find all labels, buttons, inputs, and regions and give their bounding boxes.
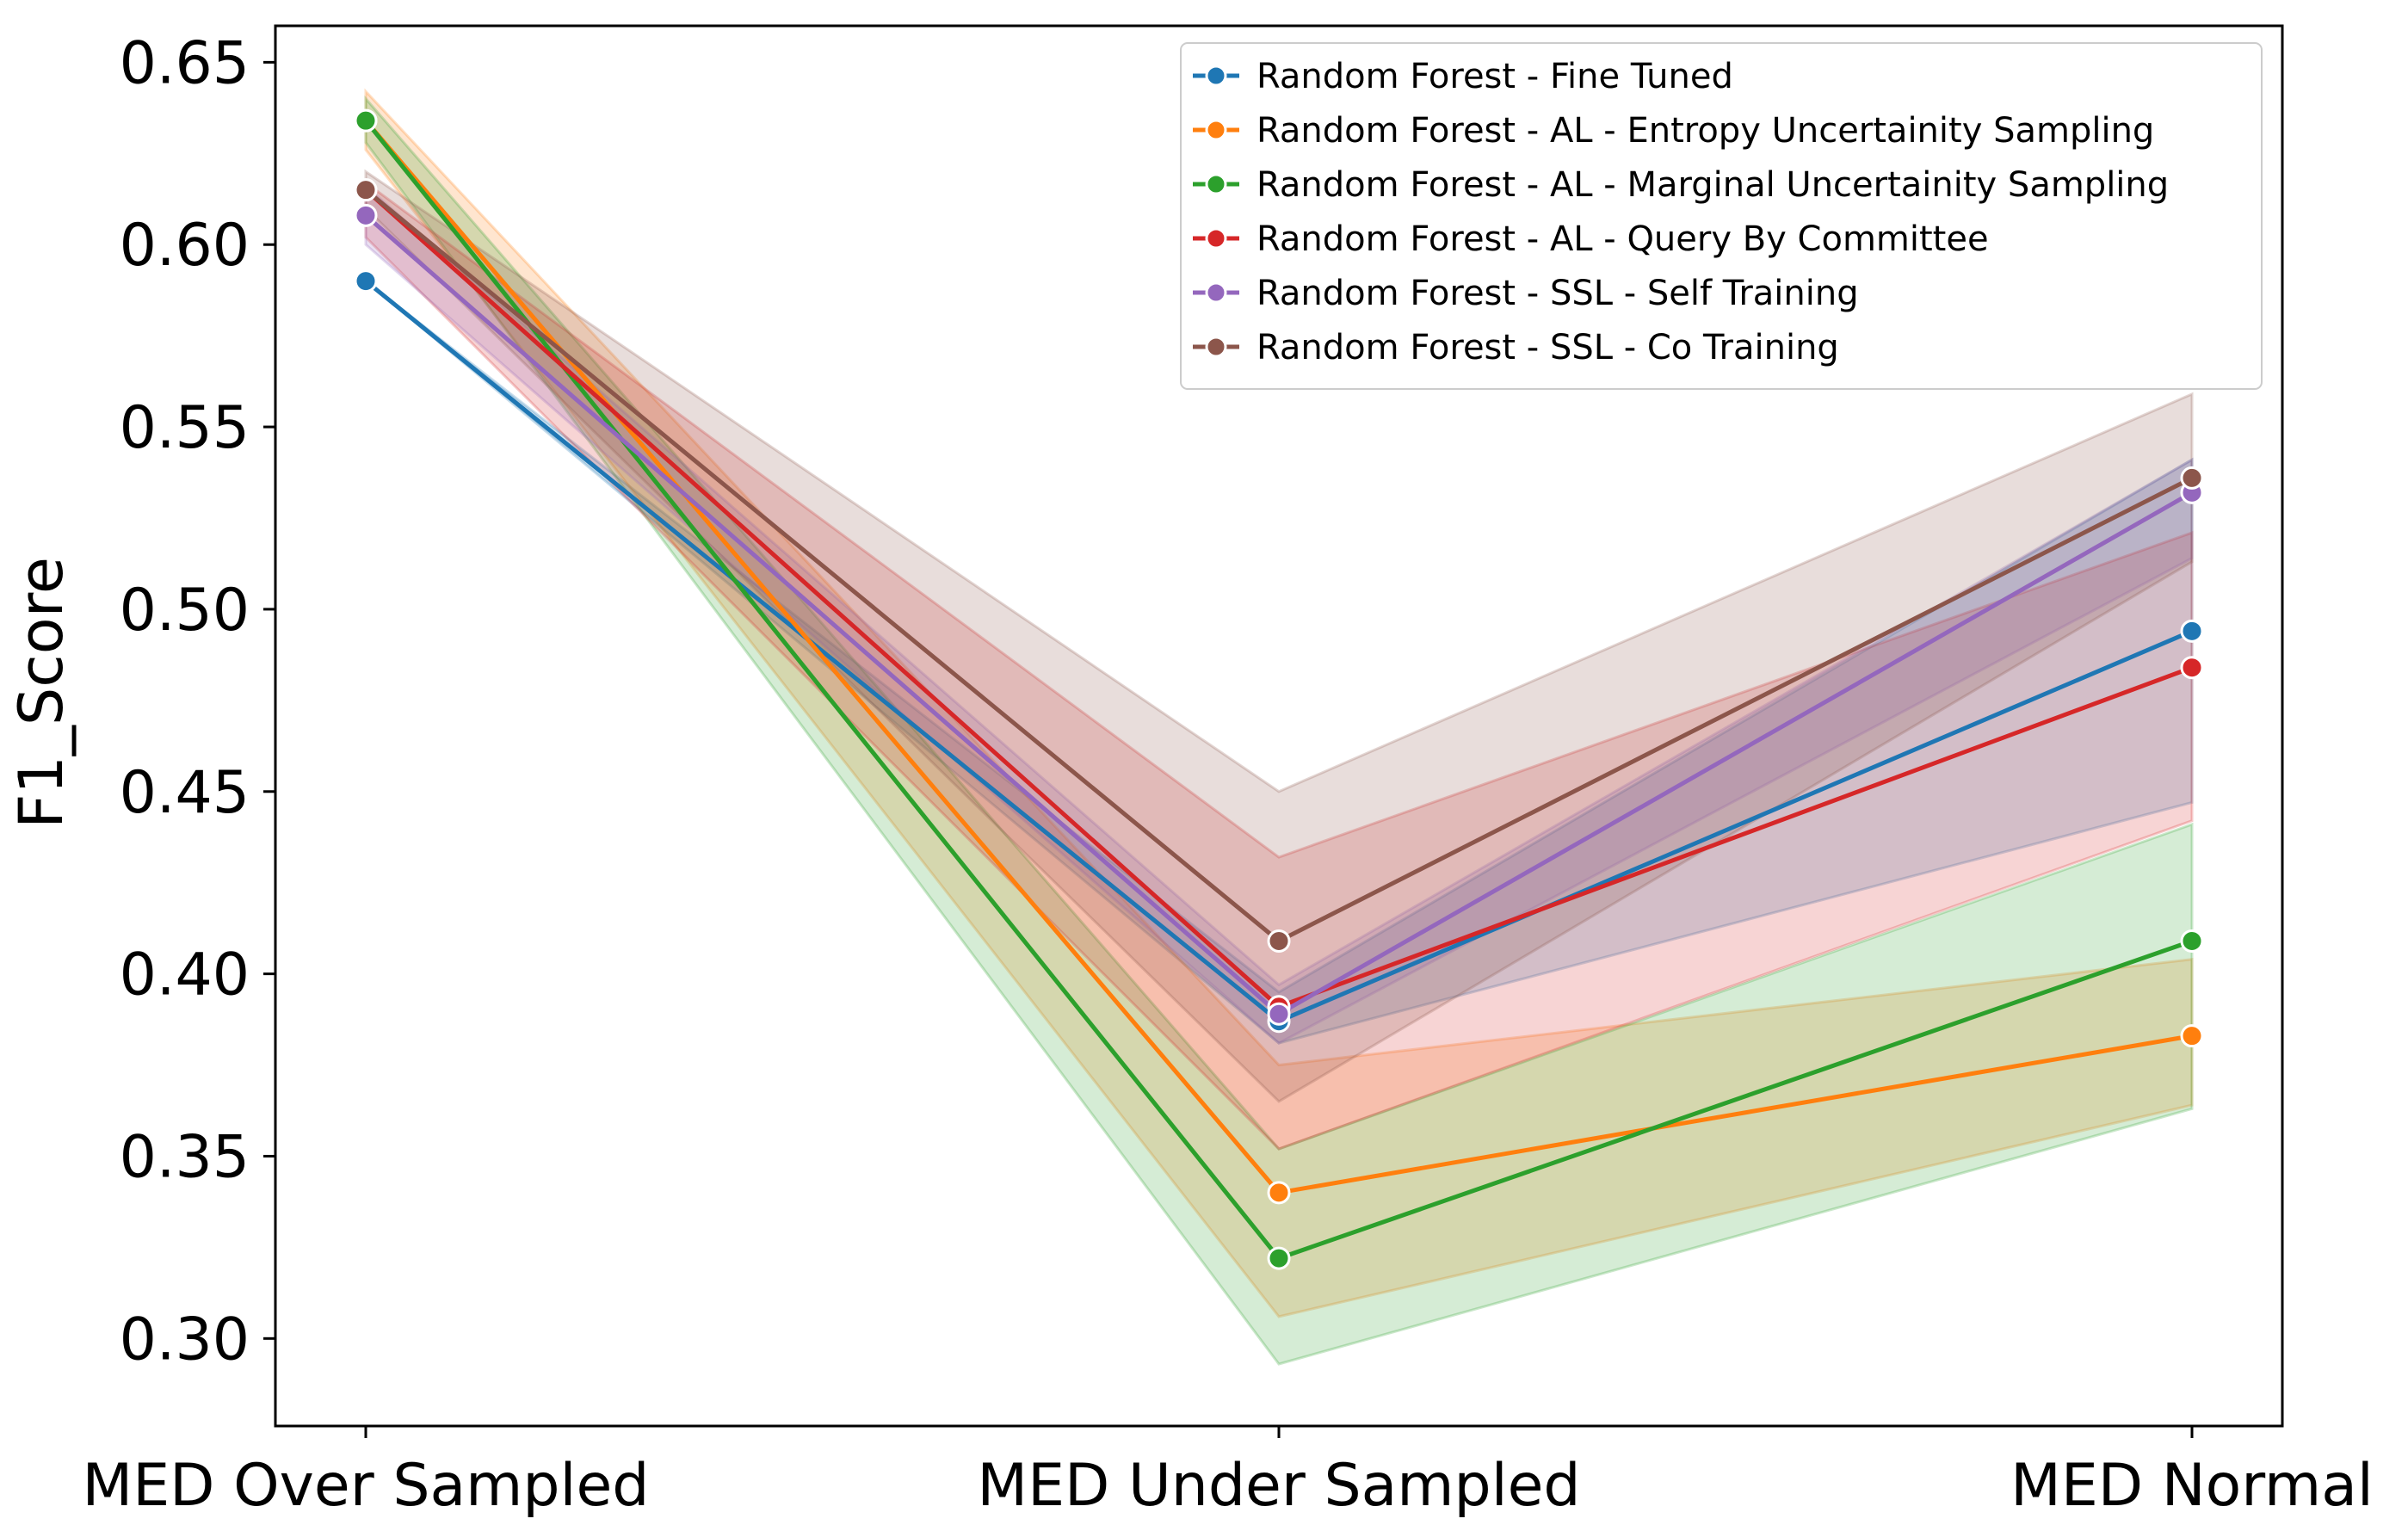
confidence-band-4 <box>364 183 2194 1045</box>
y-tick-label: 0.45 <box>120 759 250 827</box>
confidence-band-2 <box>364 95 2194 1366</box>
data-point-4-1 <box>1267 1002 1291 1026</box>
data-point-5-0 <box>354 178 378 202</box>
data-point-5-2 <box>2180 466 2204 490</box>
legend-label: Random Forest - Fine Tuned <box>1256 57 1733 96</box>
data-point-3-2 <box>2180 656 2204 680</box>
axes: 0.30 0.35 0.40 0.45 0.50 0.55 0.60 0.65 MED Over… <box>83 24 2374 1520</box>
legend-label: Random Forest - SSL - Co Training <box>1256 328 1839 367</box>
x-tick-label: MED Over Sampled <box>83 1452 650 1520</box>
data-point-0-2 <box>2180 619 2204 643</box>
data-point-1-1 <box>1267 1181 1291 1205</box>
legend-swatch-marker <box>1205 227 1227 250</box>
legend-label: Random Forest - AL - Query By Committee <box>1256 219 1989 259</box>
confidence-band-3 <box>364 180 2194 1151</box>
y-axis-label: F1_Score <box>6 557 77 829</box>
data-point-1-2 <box>2180 1024 2204 1048</box>
legend-swatch-marker <box>1205 119 1227 141</box>
legend-box <box>1180 42 2263 390</box>
data-point-0-0 <box>354 269 378 293</box>
legend-swatch-marker <box>1205 336 1227 358</box>
legend-swatch-marker <box>1205 281 1227 304</box>
data-point-2-0 <box>354 108 378 133</box>
confidence-band-1 <box>364 88 2194 1318</box>
x-tick-label: MED Under Sampled <box>977 1452 1580 1520</box>
y-tick-label: 0.50 <box>120 577 250 645</box>
data-point-2-2 <box>2180 929 2204 953</box>
legend: Random Forest - Fine Tuned Random Forest … <box>1180 42 2263 390</box>
y-tick-label: 0.30 <box>120 1306 250 1374</box>
confidence-bands <box>364 88 2194 1366</box>
data-point-4-0 <box>354 203 378 227</box>
data-point-5-1 <box>1267 929 1291 953</box>
legend-label: Random Forest - AL - Marginal Uncertaini… <box>1256 165 2169 205</box>
legend-swatch-marker <box>1205 65 1227 87</box>
y-tick-label: 0.65 <box>120 29 250 97</box>
x-tick-label: MED Normal <box>2010 1452 2374 1520</box>
series-lines <box>354 108 2204 1270</box>
y-tick-label: 0.60 <box>120 212 250 280</box>
legend-label: Random Forest - SSL - Self Training <box>1256 274 1859 313</box>
y-tick-label: 0.55 <box>120 394 250 462</box>
legend-label: Random Forest - AL - Entropy Uncertainit… <box>1256 111 2154 151</box>
y-tick-label: 0.35 <box>120 1123 250 1191</box>
legend-swatch-marker <box>1205 173 1227 195</box>
data-point-2-1 <box>1267 1246 1291 1270</box>
y-tick-label: 0.40 <box>120 941 250 1009</box>
